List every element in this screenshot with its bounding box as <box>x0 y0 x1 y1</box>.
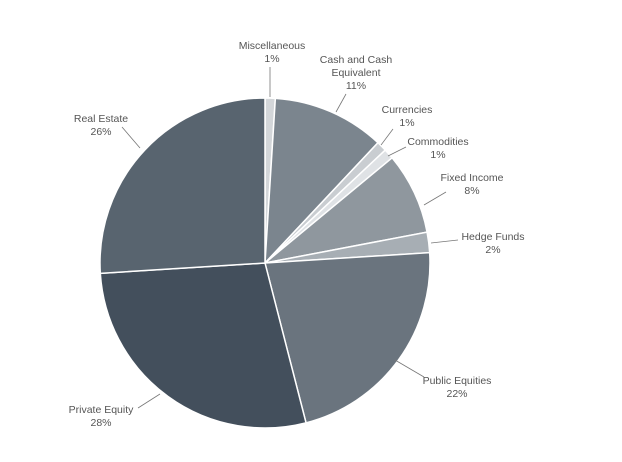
slice-name: Fixed Income <box>440 172 504 184</box>
leader-line <box>121 126 141 149</box>
slice-value: 1% <box>264 53 280 65</box>
slice-label: Hedge Funds 2% <box>453 231 533 257</box>
slice-name: Cash and Cash Equivalent <box>319 54 393 79</box>
slice-label: Private Equity 28% <box>56 404 146 430</box>
slice-name: Miscellaneous <box>238 40 306 52</box>
slice-value: 1% <box>399 117 415 129</box>
slice-name: Hedge Funds <box>461 231 525 243</box>
pie-slice <box>264 251 431 424</box>
slice-name: Commodities <box>407 136 469 148</box>
slice-label: Currencies 1% <box>372 104 442 130</box>
slice-value: 2% <box>485 244 501 256</box>
leader-line <box>423 191 447 206</box>
pie-slice <box>99 97 266 275</box>
slice-value: 28% <box>90 417 112 429</box>
leader-line <box>335 93 347 113</box>
leader-line <box>137 393 161 409</box>
slice-name: Public Equities <box>422 375 492 387</box>
slice-value: 11% <box>345 80 367 92</box>
slice-value: 26% <box>90 126 112 138</box>
slice-label: Fixed Income 8% <box>432 172 512 198</box>
slice-label: Miscellaneous 1% <box>227 40 317 66</box>
leader-line <box>394 359 425 378</box>
slice-label: Cash and Cash Equivalent 11% <box>316 54 396 93</box>
slice-name: Private Equity <box>68 404 134 416</box>
leader-line <box>387 146 407 157</box>
slice-label: Public Equities 22% <box>412 375 502 401</box>
slice-value: 22% <box>446 388 468 400</box>
slice-value: 1% <box>430 149 446 161</box>
leader-line <box>430 239 459 244</box>
slice-value: 8% <box>464 185 480 197</box>
leader-line <box>380 128 394 146</box>
pie-slice <box>99 262 307 429</box>
pie-slice <box>264 97 380 266</box>
slice-name: Real Estate <box>73 113 129 125</box>
slice-name: Currencies <box>381 104 433 116</box>
slice-label: Commodities 1% <box>398 136 478 162</box>
slice-label: Real Estate 26% <box>61 113 141 139</box>
